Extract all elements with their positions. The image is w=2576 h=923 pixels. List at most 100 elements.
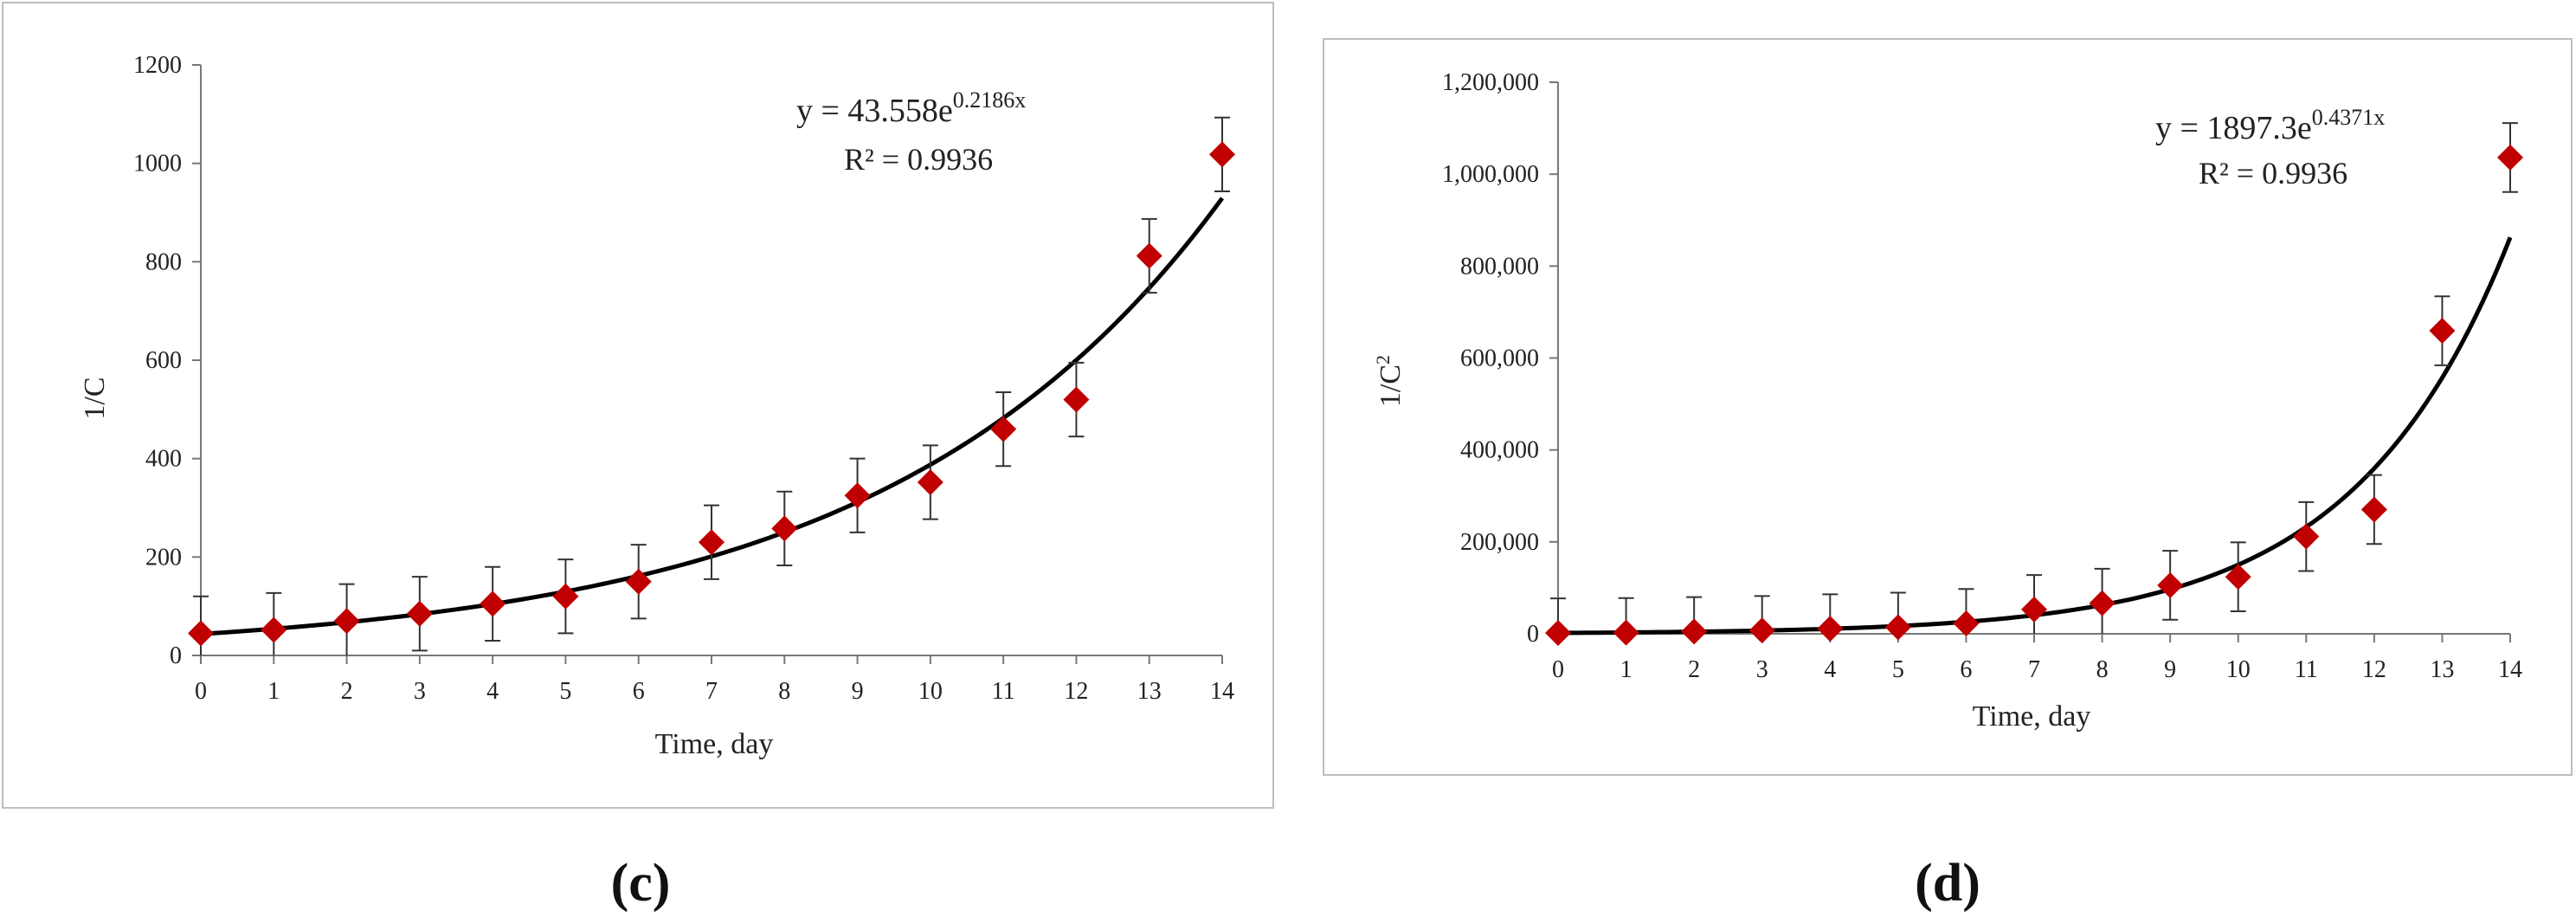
chart-d-y-tick-label: 400,000 (1460, 437, 1539, 464)
chart-d-y-tick-label: 1,000,000 (1442, 161, 1539, 188)
chart-d-data-point (2360, 496, 2387, 523)
chart-c-x-tick-label: 3 (414, 678, 426, 705)
chart-d-x-tick-label: 14 (2498, 656, 2522, 683)
chart-d-data-point (1545, 619, 1571, 646)
chart-c-error-bars (193, 116, 1230, 655)
chart-c-data-point (552, 583, 579, 610)
chart-c-y-tick-label: 1000 (133, 151, 182, 178)
chart-d-data-point (1953, 610, 1980, 637)
chart-d-data-point (2497, 144, 2523, 171)
chart-c-points (188, 141, 1235, 647)
chart-d-x-tick-label: 5 (1892, 656, 1904, 683)
chart-c-y-ticks: 0 200 400 600 800 1000 1200 (133, 52, 201, 669)
chart-c-data-point (333, 608, 360, 635)
chart-c-y-tick-label: 200 (145, 544, 182, 571)
chart-c-y-tick-label: 600 (145, 347, 182, 374)
chart-d-x-tick-label: 9 (2164, 656, 2176, 683)
chart-c-x-axis-title: Time, day (655, 728, 774, 760)
chart-c-data-point (406, 600, 433, 627)
chart-d-data-point (1681, 618, 1708, 645)
chart-d-data-point (1748, 617, 1775, 644)
chart-c-y-tick-label: 1200 (133, 52, 182, 79)
chart-d-x-tick-label: 13 (2430, 656, 2454, 683)
chart-d-x-tick-label: 3 (1756, 656, 1768, 683)
chart-d-data-point (2293, 523, 2320, 550)
chart-c-data-point (261, 616, 287, 643)
chart-d-data-point (1884, 614, 1911, 641)
chart-c-data-point (771, 515, 798, 542)
chart-d-x-tick-label: 0 (1552, 656, 1564, 683)
chart-d-data-point (2089, 590, 2116, 616)
panel-label-c: (c) (611, 854, 671, 913)
chart-c-data-point (188, 620, 214, 647)
chart-c-data-point (625, 568, 652, 595)
chart-d-y-tick-label: 0 (1527, 621, 1539, 648)
chart-c-x-tick-label: 1 (267, 678, 280, 705)
chart-c-x-tick-label: 6 (633, 678, 645, 705)
chart-d-data-point (2157, 571, 2184, 598)
chart-c-data-point (480, 591, 506, 617)
chart-c-data-point (990, 416, 1017, 442)
chart-c-data-point (917, 468, 943, 495)
chart-d-frame (1323, 38, 2573, 776)
chart-c-x-tick-label: 14 (1210, 678, 1234, 705)
chart-d-data-point (1613, 619, 1639, 646)
chart-c-y-tick-label: 0 (170, 642, 182, 669)
chart-c-data-point (844, 482, 871, 509)
chart-d-y-tick-label: 800,000 (1460, 253, 1539, 280)
chart-c-y-tick-label: 400 (145, 446, 182, 473)
chart-c-data-point (1063, 386, 1090, 413)
chart-d-y-axis-title: 1/C2 (1372, 355, 1407, 407)
chart-d-data-point (2429, 318, 2456, 345)
chart-d-equation: y = 1897.3e0.4371x (2155, 105, 2385, 146)
chart-d-x-tick-label: 11 (2295, 656, 2318, 683)
chart-c-r-squared: R² = 0.9936 (844, 142, 993, 177)
chart-d-y-ticks: 0 200,000 400,000 600,000 800,000 1,000,000 1,… (1442, 69, 1558, 648)
chart-c-x-tick-label: 0 (195, 678, 207, 705)
chart-c-x-tick-label: 7 (705, 678, 718, 705)
chart-c-data-point (1209, 141, 1235, 168)
chart-d-y-axis-title-sup: 2 (1372, 355, 1394, 365)
chart-c-data-point (1136, 242, 1162, 269)
chart-d-points (1545, 144, 2523, 646)
chart-d-r-squared: R² = 0.9936 (2199, 156, 2347, 190)
chart-c-frame (2, 2, 1274, 809)
chart-d-x-tick-label: 7 (2028, 656, 2040, 683)
chart-c-x-tick-label: 5 (559, 678, 571, 705)
chart-d-x-tick-label: 4 (1824, 656, 1836, 683)
chart-c-y-tick-label: 800 (145, 248, 182, 275)
chart-d-x-tick-label: 6 (1960, 656, 1972, 683)
chart-d-equation-base: y = 1897.3e (2155, 110, 2312, 146)
chart-c-x-tick-label: 10 (918, 678, 943, 705)
chart-d-data-point (2225, 564, 2251, 591)
chart-d-x-tick-label: 8 (2096, 656, 2109, 683)
chart-c-x-tick-label: 4 (486, 678, 499, 705)
chart-c-x-ticks: 0 1 2 3 4 5 6 7 8 9 10 11 12 13 14 (195, 655, 1234, 705)
chart-d: 0 200,000 400,000 600,000 800,000 1,000,000 1,… (1323, 38, 2573, 776)
chart-c-x-tick-label: 8 (778, 678, 790, 705)
chart-c-x-tick-label: 2 (341, 678, 353, 705)
chart-d-equation-exponent: 0.4371x (2312, 105, 2386, 130)
chart-c-equation-base: y = 43.558e (796, 93, 953, 129)
chart-d-y-axis-title-main: 1/C (1375, 365, 1407, 407)
chart-c-x-tick-label: 13 (1137, 678, 1162, 705)
chart-c-x-tick-label: 11 (992, 678, 1015, 705)
chart-c-x-tick-label: 9 (852, 678, 864, 705)
chart-d-x-tick-label: 1 (1620, 656, 1633, 683)
chart-d-x-tick-label: 10 (2226, 656, 2251, 683)
chart-c-y-axis-title: 1/C (79, 377, 111, 419)
chart-d-data-point (1817, 616, 1844, 642)
chart-c-data-point (699, 529, 724, 556)
chart-d-y-tick-label: 600,000 (1460, 345, 1539, 372)
chart-d-x-tick-label: 2 (1688, 656, 1700, 683)
chart-d-x-tick-label: 12 (2362, 656, 2386, 683)
chart-d-data-point (2021, 596, 2047, 623)
panel-label-d: (d) (1915, 854, 1980, 913)
chart-c-x-tick-label: 12 (1064, 678, 1088, 705)
chart-c-equation-exponent: 0.2186x (953, 87, 1027, 113)
chart-d-y-tick-label: 1,200,000 (1442, 69, 1539, 96)
chart-c-equation: y = 43.558e0.2186x (796, 87, 1026, 129)
